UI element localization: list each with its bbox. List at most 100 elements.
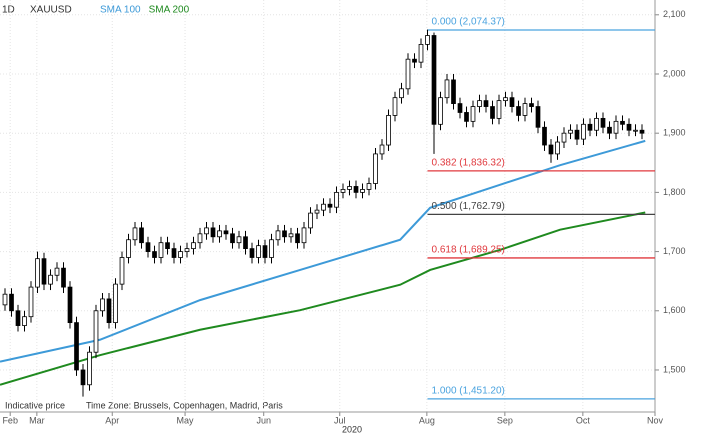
candle-body xyxy=(587,123,593,131)
candle-body xyxy=(470,106,476,122)
fib-label: 0.000 (2,074.37) xyxy=(432,17,505,28)
candle-body xyxy=(28,286,34,318)
candle-body xyxy=(223,230,229,235)
candle-body xyxy=(22,316,27,326)
candle-body xyxy=(594,117,599,131)
candle-body xyxy=(555,141,560,155)
candle-body xyxy=(145,242,151,252)
candle-body xyxy=(48,274,53,285)
candle-body xyxy=(457,103,463,113)
candle-body xyxy=(431,35,437,125)
candle-body xyxy=(353,186,359,193)
candle-body xyxy=(496,100,502,119)
candle-body xyxy=(2,293,8,306)
x-tick-label: Apr xyxy=(105,415,119,425)
candle-body xyxy=(288,233,294,238)
candle-body xyxy=(477,100,482,107)
x-tick-label: Jun xyxy=(256,415,271,425)
candle-body xyxy=(451,79,456,104)
candle-body xyxy=(327,203,333,208)
candle-body xyxy=(87,351,92,386)
candle-body xyxy=(607,126,612,134)
candle-body xyxy=(249,248,255,258)
x-tick-label: Aug xyxy=(419,415,435,425)
candle-body xyxy=(399,88,404,99)
candle-body xyxy=(282,230,287,238)
candle-body xyxy=(561,132,567,143)
x-tick-label: Oct xyxy=(576,415,591,425)
fib-label: 1.000 (1,451.20) xyxy=(432,385,505,396)
candle-body xyxy=(230,233,235,244)
candle-body xyxy=(54,267,60,276)
x-tick-label: Nov xyxy=(647,415,664,425)
candle-body xyxy=(93,310,99,353)
candle-body xyxy=(522,103,528,116)
y-tick-label: 2,000 xyxy=(663,68,686,78)
timeframe: 1D xyxy=(2,5,15,16)
fib-label: 0.382 (1,836.32) xyxy=(432,158,505,169)
candle-body xyxy=(236,236,242,244)
x-tick-label: Mar xyxy=(29,415,45,425)
x-tick-label: May xyxy=(177,415,195,425)
candle-body xyxy=(574,129,580,140)
candle-body xyxy=(41,258,47,285)
y-tick-label: 1,900 xyxy=(663,128,686,138)
candle-body xyxy=(132,227,138,241)
fib-label: 0.500 (1,762.79) xyxy=(432,201,505,212)
candle-body xyxy=(503,97,508,102)
candle-body xyxy=(106,298,112,324)
candle-body xyxy=(444,79,450,99)
candle-body xyxy=(204,227,209,235)
chart-title: XAUUSD xyxy=(30,5,72,16)
candle-body xyxy=(191,242,196,250)
sma-line xyxy=(0,139,646,363)
candle-body xyxy=(373,153,378,184)
candle-body xyxy=(171,248,177,258)
candle-body xyxy=(600,117,606,128)
candle-body xyxy=(314,209,320,214)
y-tick-label: 1,700 xyxy=(663,246,686,256)
candle-body xyxy=(542,126,547,146)
candle-body xyxy=(35,258,40,288)
candle-body xyxy=(347,186,352,190)
y-tick-label: 1,800 xyxy=(663,187,686,197)
candle-body xyxy=(360,189,365,193)
candle-body xyxy=(405,58,411,90)
candle-body xyxy=(334,191,339,208)
candle-body xyxy=(210,227,216,238)
candle-body xyxy=(275,230,281,241)
candle-body xyxy=(9,293,14,312)
candle-body xyxy=(178,251,183,258)
candle-body xyxy=(483,100,489,107)
candle-body xyxy=(548,144,554,155)
candle-body xyxy=(392,97,398,116)
candle-body xyxy=(295,233,300,244)
candle-body xyxy=(509,97,515,107)
candle-body xyxy=(412,58,417,63)
candle-body xyxy=(639,129,645,134)
candle-body xyxy=(158,242,164,258)
candle-body xyxy=(269,239,274,258)
x-tick-label: Jul xyxy=(334,415,346,425)
fib-label: 0.618 (1,689.25) xyxy=(432,245,505,256)
candle-body xyxy=(262,245,268,258)
candle-body xyxy=(74,322,79,371)
candle-body xyxy=(464,112,469,122)
y-tick-label: 2,100 xyxy=(663,9,686,19)
candle-body xyxy=(535,106,541,128)
x-tick-label: Feb xyxy=(2,415,18,425)
candle-body xyxy=(626,123,632,131)
candle-body xyxy=(425,35,430,45)
candle-body xyxy=(386,115,391,146)
sma-line xyxy=(0,211,646,386)
candle-body xyxy=(197,233,203,244)
candle-body xyxy=(165,242,170,250)
candle-body xyxy=(100,298,105,312)
candle-body xyxy=(119,257,125,285)
legend-entry: SMA 200 xyxy=(149,5,190,16)
candle-body xyxy=(366,183,372,190)
candle-body xyxy=(490,106,495,119)
legend-entry: SMA 100 xyxy=(100,5,141,16)
